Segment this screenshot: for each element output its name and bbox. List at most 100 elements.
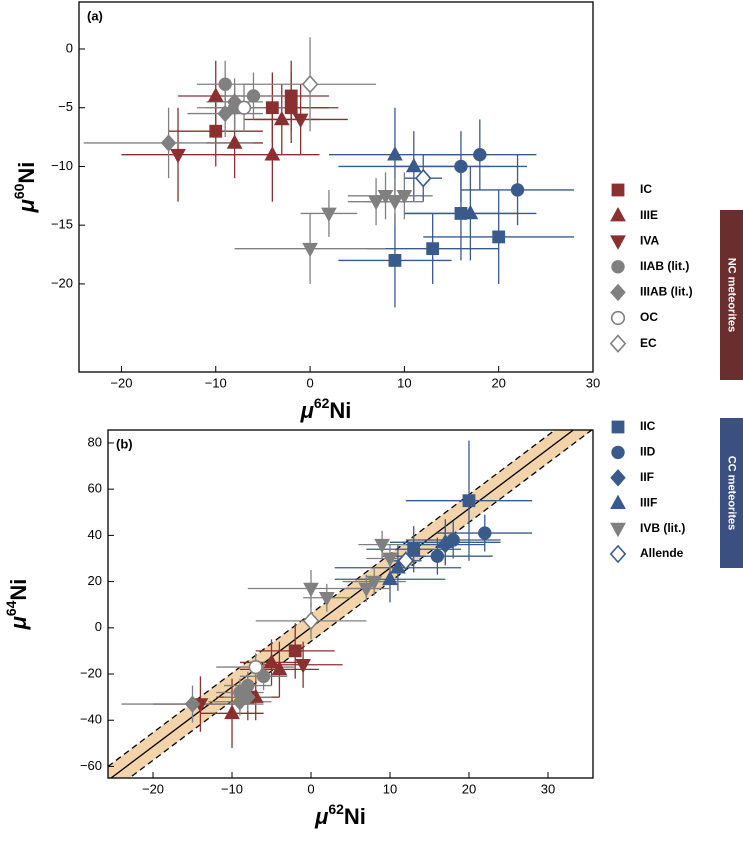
x-axis-label: μ62Ni [314, 801, 366, 829]
marker [462, 494, 476, 508]
marker [301, 74, 319, 94]
marker [302, 611, 320, 631]
y-tick-label: 40 [88, 527, 102, 542]
marker [437, 533, 454, 549]
legend-label: IIIAB (lit.) [640, 285, 693, 299]
marker [396, 190, 413, 205]
y-tick-label: 20 [88, 573, 102, 588]
axis-label-part: Ni [14, 162, 39, 184]
legend-label: Allende [640, 546, 684, 560]
marker [374, 538, 390, 554]
y-axis-label: μ64Ni [3, 579, 31, 631]
marker [405, 157, 422, 173]
marker [414, 168, 432, 188]
marker [303, 582, 319, 598]
axis-label-part: Ni [344, 804, 366, 829]
y-tick-label: −20 [51, 275, 73, 290]
marker [510, 183, 525, 197]
legend-group-box [720, 210, 743, 380]
marker [388, 254, 402, 267]
marker [263, 653, 280, 669]
legend-label: IIIE [640, 208, 658, 222]
plot-frame [78, 1, 594, 373]
marker [473, 147, 487, 162]
legend-label: IC [640, 182, 652, 196]
axis-label-part: Ni [329, 398, 351, 423]
x-tick-label: 10 [383, 781, 397, 796]
legend-marker [610, 206, 626, 222]
marker [236, 100, 252, 115]
x-tick-label: 0 [307, 781, 314, 796]
marker [387, 195, 403, 211]
legend-label: IIAB (lit.) [640, 259, 689, 273]
y-tick-label: −15 [51, 217, 73, 232]
axis-label-part: Ni [6, 579, 31, 601]
marker [226, 134, 243, 149]
legend-marker [610, 469, 626, 487]
x-tick-label: 30 [541, 781, 555, 796]
legend-marker [609, 544, 627, 564]
y-tick-label: 0 [66, 40, 73, 55]
marker [160, 134, 177, 152]
marker [246, 89, 261, 103]
axis-label-part: μ [6, 616, 31, 630]
legend-label: OC [640, 310, 658, 324]
x-tick-label: −20 [110, 375, 132, 390]
marker [426, 242, 440, 256]
x-tick-label: −10 [205, 375, 227, 390]
x-axis-label: μ62Ni [300, 395, 352, 423]
legend-label: IVB (lit.) [640, 521, 685, 535]
x-tick-label: 20 [462, 781, 476, 796]
marker [273, 110, 290, 126]
marker [358, 582, 375, 598]
axis-label-superscript: 62 [314, 395, 330, 411]
marker [407, 542, 421, 556]
marker [454, 159, 468, 174]
y-tick-label: 60 [88, 481, 102, 496]
legend-marker [611, 420, 625, 434]
marker [265, 101, 279, 115]
marker [492, 230, 506, 244]
x-tick-label: 30 [586, 375, 600, 390]
marker [430, 549, 445, 563]
marker [284, 101, 298, 115]
plot-area [83, 37, 575, 308]
y-tick-label: −60 [80, 758, 102, 773]
legend-marker [611, 183, 625, 197]
marker [209, 124, 223, 138]
marker [478, 526, 492, 540]
y-tick-label: −20 [80, 665, 102, 680]
y-tick-label: −40 [80, 712, 102, 727]
plot-frame [107, 429, 594, 779]
legend-marker [610, 310, 626, 326]
y-tick-label: 0 [95, 619, 102, 634]
marker [218, 77, 232, 91]
marker [240, 688, 256, 706]
axis-label-superscript: 60 [11, 183, 27, 199]
marker [264, 146, 281, 161]
marker [248, 659, 263, 675]
marker [321, 207, 337, 223]
x-tick-label: −20 [142, 781, 164, 796]
x-tick-label: 20 [491, 375, 505, 390]
confidence-band [108, 430, 592, 778]
axis-label-part: μ [300, 398, 314, 423]
band-lower [128, 430, 593, 778]
legend-marker [610, 522, 626, 538]
marker [292, 113, 309, 129]
plot-area [108, 430, 593, 778]
x-tick-label: −10 [221, 781, 243, 796]
legend-label: IVA [640, 233, 659, 247]
legend-marker [609, 334, 627, 353]
axis-label-superscript: 64 [3, 600, 19, 616]
marker [387, 146, 403, 161]
marker [382, 570, 398, 586]
marker [217, 104, 233, 123]
legend-group-label: NC meteorites [726, 258, 738, 333]
legend-group-label: CC meteorites [726, 456, 738, 531]
legend-label: IID [640, 445, 656, 459]
legend-group-box [720, 418, 743, 568]
axis-label-part: μ [314, 804, 328, 829]
marker [366, 575, 383, 591]
x-tick-label: 0 [306, 375, 313, 390]
